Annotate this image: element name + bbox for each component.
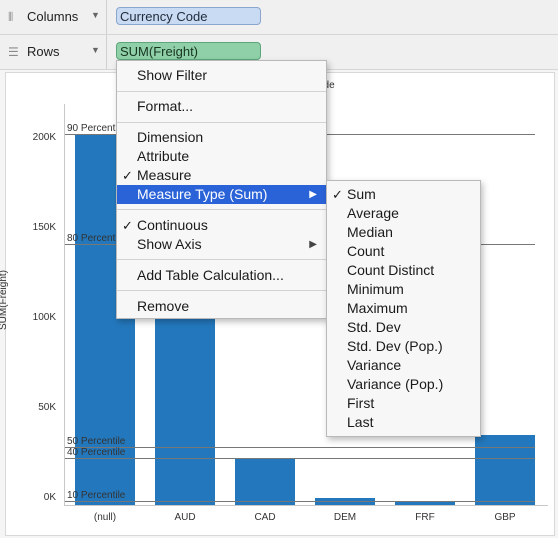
menu-separator <box>117 122 326 123</box>
submenu-item-median[interactable]: Median <box>327 223 480 242</box>
menu-item-measure-type[interactable]: Measure Type (Sum) ▶ <box>117 185 326 204</box>
menu-item-label: Measure Type (Sum) <box>137 186 268 202</box>
menu-separator <box>117 259 326 260</box>
menu-item-label: Attribute <box>137 148 190 164</box>
menu-item-show-filter[interactable]: Show Filter <box>117 66 326 85</box>
checkmark-icon: ✓ <box>122 218 133 233</box>
submenu-item-label: Count Distinct <box>347 262 435 278</box>
pill-context-menu: Show Filter Format... Dimension Attribut… <box>116 60 327 319</box>
reference-line-label: 80 Percentile <box>67 233 126 244</box>
rows-shelf-icon: ☰ <box>8 45 19 59</box>
checkmark-icon: ✓ <box>332 187 343 202</box>
submenu-item-count-distinct[interactable]: Count Distinct <box>327 261 480 280</box>
submenu-item-std-dev[interactable]: Std. Dev <box>327 318 480 337</box>
rows-shelf-label: Rows <box>27 44 60 59</box>
submenu-item-minimum[interactable]: Minimum <box>327 280 480 299</box>
menu-separator <box>117 209 326 210</box>
reference-line <box>65 458 535 460</box>
menu-item-remove[interactable]: Remove <box>117 297 326 316</box>
submenu-item-std-dev-pop[interactable]: Std. Dev (Pop.) <box>327 337 480 356</box>
submenu-item-label: Last <box>347 414 374 430</box>
y-tick-label: 100K <box>32 312 56 323</box>
shelf-divider <box>106 0 107 34</box>
reference-line-label: 40 Percentile <box>67 447 126 459</box>
submenu-item-variance-pop[interactable]: Variance (Pop.) <box>327 375 480 394</box>
submenu-item-maximum[interactable]: Maximum <box>327 299 480 318</box>
shelf-divider <box>106 35 107 69</box>
measure-type-submenu: ✓ Sum Average Median Count Count Distinct… <box>326 180 481 437</box>
menu-item-label: Format... <box>137 98 194 114</box>
reference-line-label: 90 Percentile <box>67 123 126 135</box>
y-tick-label: 150K <box>32 222 56 233</box>
y-axis-title: SUM(Freight) <box>0 269 9 330</box>
menu-item-continuous[interactable]: ✓ Continuous <box>117 216 326 235</box>
submenu-item-label: Median <box>347 224 393 240</box>
chevron-down-icon[interactable]: ▼ <box>91 10 100 20</box>
submenu-item-sum[interactable]: ✓ Sum <box>327 185 480 204</box>
x-tick-label: AUD <box>174 512 196 523</box>
menu-item-dimension[interactable]: Dimension <box>117 128 326 147</box>
submenu-item-label: Average <box>347 205 399 221</box>
menu-item-label: Remove <box>137 298 190 314</box>
submenu-item-variance[interactable]: Variance <box>327 356 480 375</box>
submenu-item-label: Std. Dev <box>347 319 401 335</box>
menu-separator <box>117 91 326 92</box>
sum-freight-pill[interactable]: SUM(Freight) <box>116 42 261 60</box>
menu-item-label: Continuous <box>137 217 208 233</box>
submenu-item-first[interactable]: First <box>327 394 480 413</box>
menu-item-label: Measure <box>137 167 192 183</box>
menu-item-label: Show Filter <box>137 67 208 83</box>
submenu-arrow-icon: ▶ <box>309 189 317 200</box>
submenu-item-label: Sum <box>347 186 376 202</box>
currency-code-pill[interactable]: Currency Code <box>116 7 261 25</box>
menu-item-label: Add Table Calculation... <box>137 267 284 283</box>
submenu-item-label: First <box>347 395 375 411</box>
submenu-arrow-icon: ▶ <box>309 239 317 250</box>
submenu-item-label: Maximum <box>347 300 408 316</box>
y-axis-line <box>64 104 65 506</box>
menu-item-attribute[interactable]: Attribute <box>117 147 326 166</box>
x-tick-label: GBP <box>494 512 516 523</box>
bar-frf[interactable] <box>395 501 455 505</box>
bar-cad[interactable] <box>235 458 295 505</box>
checkmark-icon: ✓ <box>122 168 133 183</box>
columns-shelf-icon: ⦀ <box>8 10 14 24</box>
bar-gbp[interactable] <box>475 434 535 505</box>
x-axis-line <box>64 505 548 506</box>
menu-item-format[interactable]: Format... <box>117 97 326 116</box>
chevron-down-icon[interactable]: ▼ <box>91 45 100 55</box>
x-tick-label: CAD <box>254 512 276 523</box>
menu-item-add-table-calculation[interactable]: Add Table Calculation... <box>117 266 326 285</box>
submenu-item-average[interactable]: Average <box>327 204 480 223</box>
reference-line-label: 50 Percentile <box>67 435 126 447</box>
menu-separator <box>117 290 326 291</box>
menu-item-measure[interactable]: ✓ Measure <box>117 166 326 185</box>
submenu-item-label: Minimum <box>347 281 404 297</box>
submenu-item-last[interactable]: Last <box>327 413 480 432</box>
columns-shelf-label: Columns <box>27 9 79 24</box>
menu-item-label: Dimension <box>137 129 204 145</box>
reference-line <box>65 501 535 503</box>
y-tick-label: 0K <box>43 492 56 503</box>
submenu-item-label: Variance <box>347 357 402 373</box>
submenu-item-count[interactable]: Count <box>327 242 480 261</box>
submenu-item-label: Variance (Pop.) <box>347 376 444 392</box>
x-tick-label: FRF <box>415 512 435 523</box>
columns-shelf: ⦀ Columns ▼ Currency Code <box>0 0 558 35</box>
submenu-item-label: Std. Dev (Pop.) <box>347 338 443 354</box>
x-tick-label: DEM <box>333 512 357 523</box>
submenu-item-label: Count <box>347 243 385 259</box>
y-tick-label: 200K <box>32 132 56 143</box>
x-tick-label: (null) <box>93 512 117 523</box>
y-tick-label: 50K <box>38 402 56 413</box>
menu-item-show-axis[interactable]: Show Axis ▶ <box>117 235 326 254</box>
reference-line-label: 10 Percentile <box>67 490 126 502</box>
reference-line <box>65 446 535 448</box>
menu-item-label: Show Axis <box>137 236 202 252</box>
bar-aud[interactable] <box>155 289 215 505</box>
